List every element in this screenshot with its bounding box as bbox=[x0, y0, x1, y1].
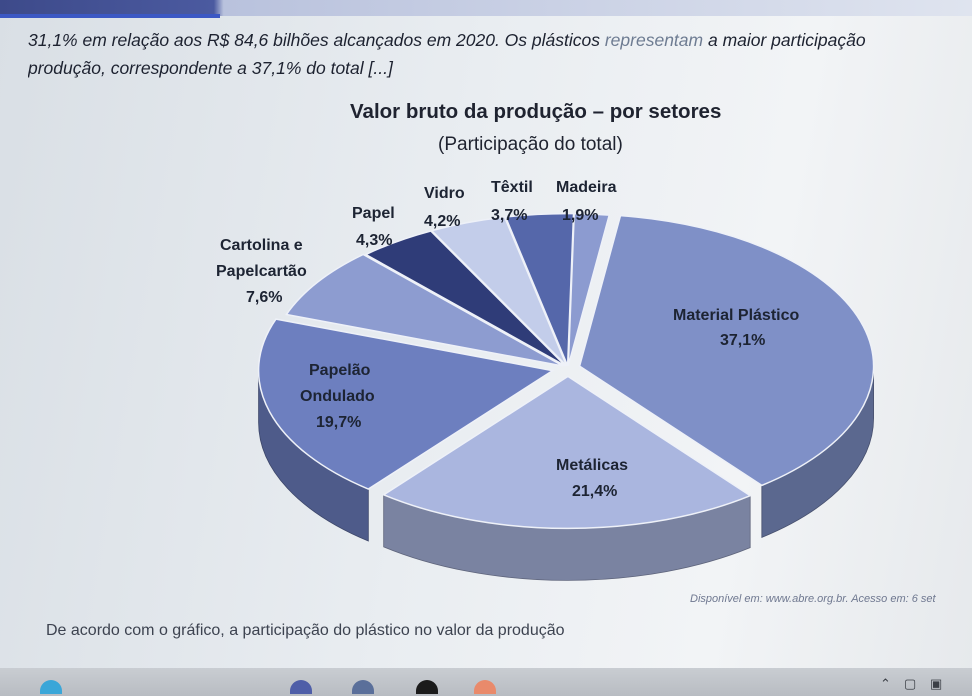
tray-screen-icon[interactable]: ▢ bbox=[904, 676, 917, 691]
slice-madeira bbox=[567, 212, 611, 366]
slice-vidro bbox=[430, 216, 568, 367]
taskbar-music-icon[interactable] bbox=[416, 680, 438, 694]
label-vidro-value: 4,2% bbox=[424, 213, 460, 230]
slice-material-plastico bbox=[578, 214, 875, 487]
paragraph-line1-end: a maior participação bbox=[703, 30, 866, 50]
slice-papel bbox=[364, 230, 567, 367]
label-madeira-value: 1,9% bbox=[562, 207, 598, 224]
label-plastico-value: 37,1% bbox=[720, 332, 765, 349]
browser-top-bar bbox=[0, 0, 972, 16]
label-papelao-name-2: Ondulado bbox=[300, 388, 375, 405]
chart-title: Valor bruto da produção – por setores bbox=[350, 100, 722, 123]
taskbar-files-icon[interactable] bbox=[474, 680, 496, 694]
page-progress-line bbox=[0, 14, 220, 18]
intro-paragraph: 31,1% em relação aos R$ 84,6 bilhões alc… bbox=[28, 26, 972, 82]
label-metalicas-name: Metálicas bbox=[556, 457, 628, 474]
tray-chevron-icon[interactable]: ⌃ bbox=[880, 676, 891, 691]
label-cartolina-name-2: Papelcartão bbox=[216, 263, 307, 280]
paragraph-line1-start: 31,1% em relação aos R$ 84,6 bilhões alc… bbox=[28, 30, 605, 50]
pie-tops bbox=[257, 212, 875, 530]
label-papelao-name-1: Papelão bbox=[309, 362, 371, 379]
chart-subtitle: (Participação do total) bbox=[438, 134, 623, 155]
slice-metalicas bbox=[382, 375, 752, 530]
label-metalicas-value: 21,4% bbox=[572, 483, 617, 500]
label-textil-value: 3,7% bbox=[491, 207, 527, 224]
label-cartolina-name-1: Cartolina e bbox=[220, 237, 303, 254]
label-cartolina-value: 7,6% bbox=[246, 289, 282, 306]
label-papel-name: Papel bbox=[352, 205, 395, 222]
taskbar-browser-icon[interactable] bbox=[290, 680, 312, 694]
label-vidro-name: Vidro bbox=[424, 185, 465, 202]
label-papel-value: 4,3% bbox=[356, 232, 392, 249]
paragraph-line1-faded: representam bbox=[604, 30, 704, 50]
question-text: De acordo com o gráfico, a participação … bbox=[46, 622, 565, 639]
label-plastico-name: Material Plástico bbox=[673, 307, 800, 324]
slice-papelao-ondulado bbox=[257, 318, 555, 490]
slice-cartolina-e-papelcartao bbox=[285, 253, 564, 367]
paragraph-line2: produção, correspondente a 37,1% do tota… bbox=[28, 58, 393, 78]
source-citation: Disponível em: www.abre.org.br. Acesso e… bbox=[690, 593, 936, 605]
label-madeira-name: Madeira bbox=[556, 179, 617, 196]
label-textil-name: Têxtil bbox=[491, 179, 533, 196]
taskbar-app-icon[interactable] bbox=[40, 680, 62, 694]
taskbar-camera-icon[interactable] bbox=[352, 680, 374, 694]
label-papelao-value: 19,7% bbox=[316, 414, 361, 431]
tray-window-icon[interactable]: ▣ bbox=[930, 676, 943, 691]
